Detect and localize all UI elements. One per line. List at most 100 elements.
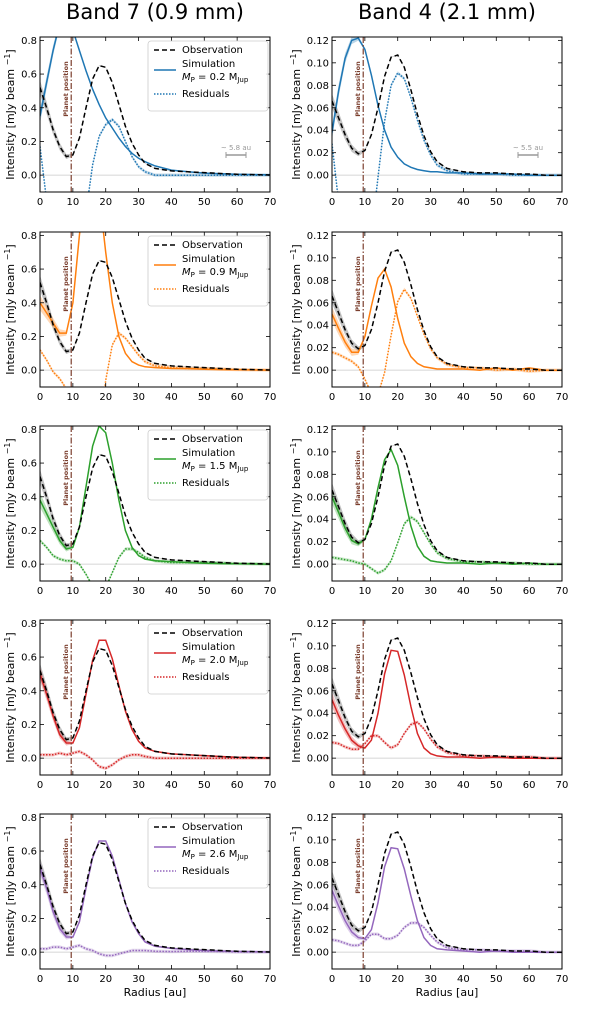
legend-box [147, 429, 269, 501]
x-tick-label: 70 [556, 197, 569, 208]
axes-frame [39, 813, 271, 970]
observation-line [332, 54, 562, 176]
simulation-line [332, 846, 562, 953]
x-tick-label: 20 [99, 197, 112, 208]
column-title-band4: Band 4 (2.1 mm) [358, 0, 536, 24]
x-tick-label: 0 [37, 586, 43, 597]
x-tick-label: 10 [358, 197, 371, 208]
x-tick-label: 60 [523, 974, 536, 985]
legend-box [147, 817, 269, 889]
y-tick-label: 0.08 [307, 858, 329, 869]
legend-mass-value: = 1.5 M [195, 461, 237, 472]
axes-frame [39, 619, 271, 776]
x-tick-label: 0 [329, 780, 335, 791]
panel-band4-row3: Planet position 0 10 20 30 40 50 60 70 0.00 0.02 0.… [289, 425, 568, 597]
y-axis-label-close: ] [4, 438, 17, 442]
planet-position-label: Planet position [354, 644, 362, 700]
residuals-line [332, 287, 562, 387]
y-tick-label: 0.02 [307, 731, 329, 742]
y-tick-label: 0.0 [21, 948, 37, 959]
y-axis-label: Intensity [mJy beam −1] [3, 244, 17, 374]
x-tick-label: 10 [66, 586, 79, 597]
panel-band4-row2: Planet position 0 10 20 30 40 50 60 70 0.00 0.02 0.… [289, 231, 568, 403]
legend-mass-value: = 0.9 M [195, 267, 237, 278]
simulation-line [332, 447, 562, 565]
y-tick-label: 0.08 [307, 81, 329, 92]
legend-observation-label: Observation [182, 822, 243, 833]
x-tick-label: 60 [523, 392, 536, 403]
x-tick-label: 70 [264, 780, 277, 791]
y-tick-label: 0.08 [307, 470, 329, 481]
panel-band4-row4: Planet position 0 10 20 30 40 50 60 70 0.00 0.02 0.… [289, 619, 568, 791]
planet-position-label: Planet position [62, 61, 70, 117]
y-axis-label-main: Intensity [mJy beam [4, 65, 17, 179]
y-tick-label: 0.12 [307, 619, 329, 630]
x-tick-label: 70 [264, 392, 277, 403]
y-axis-label: Intensity [mJy beam −1] [289, 632, 303, 762]
x-tick-label: 0 [329, 197, 335, 208]
plot-lines [332, 637, 562, 760]
observation-line [40, 841, 270, 953]
x-tick-label: 40 [457, 392, 470, 403]
y-axis-label-main: Intensity [mJy beam [290, 65, 303, 179]
observation-line [332, 249, 562, 371]
x-tick-label: 60 [231, 780, 244, 791]
y-tick-label: 0.6 [21, 265, 37, 276]
x-tick-label: 30 [424, 974, 437, 985]
x-tick-label: 30 [132, 586, 145, 597]
y-tick-label: 0.4 [21, 103, 37, 114]
y-tick-label: 0.00 [307, 366, 329, 377]
simulation-uncertainty-band [332, 268, 562, 371]
x-tick-label: 60 [231, 586, 244, 597]
residuals-line [40, 540, 270, 581]
y-tick-label: 0.2 [21, 720, 37, 731]
legend-observation-label: Observation [182, 240, 243, 251]
legend-mass-value: = 0.2 M [195, 72, 237, 83]
legend-mass-value: = 2.6 M [195, 849, 237, 860]
axes-frame [331, 36, 563, 193]
panel-band7-row5: Planet position 0 10 20 30 40 50 60 70 0.0 0.2 0.4 0… [3, 813, 276, 999]
legend-residuals-label: Residuals [182, 284, 229, 295]
x-tick-label: 0 [329, 974, 335, 985]
x-tick-label: 0 [37, 197, 43, 208]
observation-uncertainty-band [332, 249, 562, 371]
legend-planet-mass-label: MP = 2.6 MJup [182, 849, 249, 861]
legend-simulation-label: Simulation [182, 254, 235, 265]
y-tick-label: 0.00 [307, 754, 329, 765]
legend-simulation-label: Simulation [182, 59, 235, 70]
x-tick-label: 70 [264, 197, 277, 208]
residuals-line [332, 922, 562, 953]
x-tick-label: 70 [556, 780, 569, 791]
y-axis-label-close: ] [290, 49, 303, 53]
residual-uncertainty-band [332, 71, 562, 192]
y-tick-label: 0.6 [21, 653, 37, 664]
y-axis-label: Intensity [mJy beam −1] [3, 826, 17, 956]
legend-planet-mass-label: MP = 2.0 MJup [182, 655, 249, 667]
legend-mass-subscript: P [191, 659, 195, 667]
x-tick-label: 10 [66, 392, 79, 403]
plot-lines [40, 840, 270, 958]
y-tick-label: 0.0 [21, 560, 37, 571]
x-tick-label: 70 [264, 974, 277, 985]
legend-mass-unit: Jup [236, 659, 249, 667]
x-tick-label: 20 [391, 197, 404, 208]
y-tick-label: 0.10 [307, 447, 329, 458]
axes-frame [39, 425, 271, 582]
observation-line [332, 637, 562, 759]
y-axis-label-main: Intensity [mJy beam [4, 454, 17, 568]
legend-observation-label: Observation [182, 628, 243, 639]
observation-uncertainty-band [332, 443, 562, 565]
x-tick-label: 50 [490, 197, 503, 208]
panel-band4-row1: Planet position 0 10 20 30 40 50 60 70 0.00 0.02 0.… [289, 36, 569, 208]
legend-mass-unit: Jup [236, 76, 249, 84]
x-tick-label: 20 [99, 586, 112, 597]
residuals-line [40, 331, 270, 387]
y-axis-label-exponent: −1 [3, 443, 12, 455]
y-tick-label: 0.8 [21, 813, 37, 824]
legend-mass-subscript: P [191, 76, 195, 84]
panel-band7-row1: Planet position 0 10 20 30 40 50 60 70 0.0 0.2 0.4 0… [3, 36, 277, 208]
x-tick-label: 40 [165, 586, 178, 597]
x-tick-label: 10 [66, 974, 79, 985]
panel-band7-row4: Planet position 0 10 20 30 40 50 60 70 0.0 0.2 0.4 0… [3, 619, 276, 791]
x-tick-label: 50 [198, 780, 211, 791]
